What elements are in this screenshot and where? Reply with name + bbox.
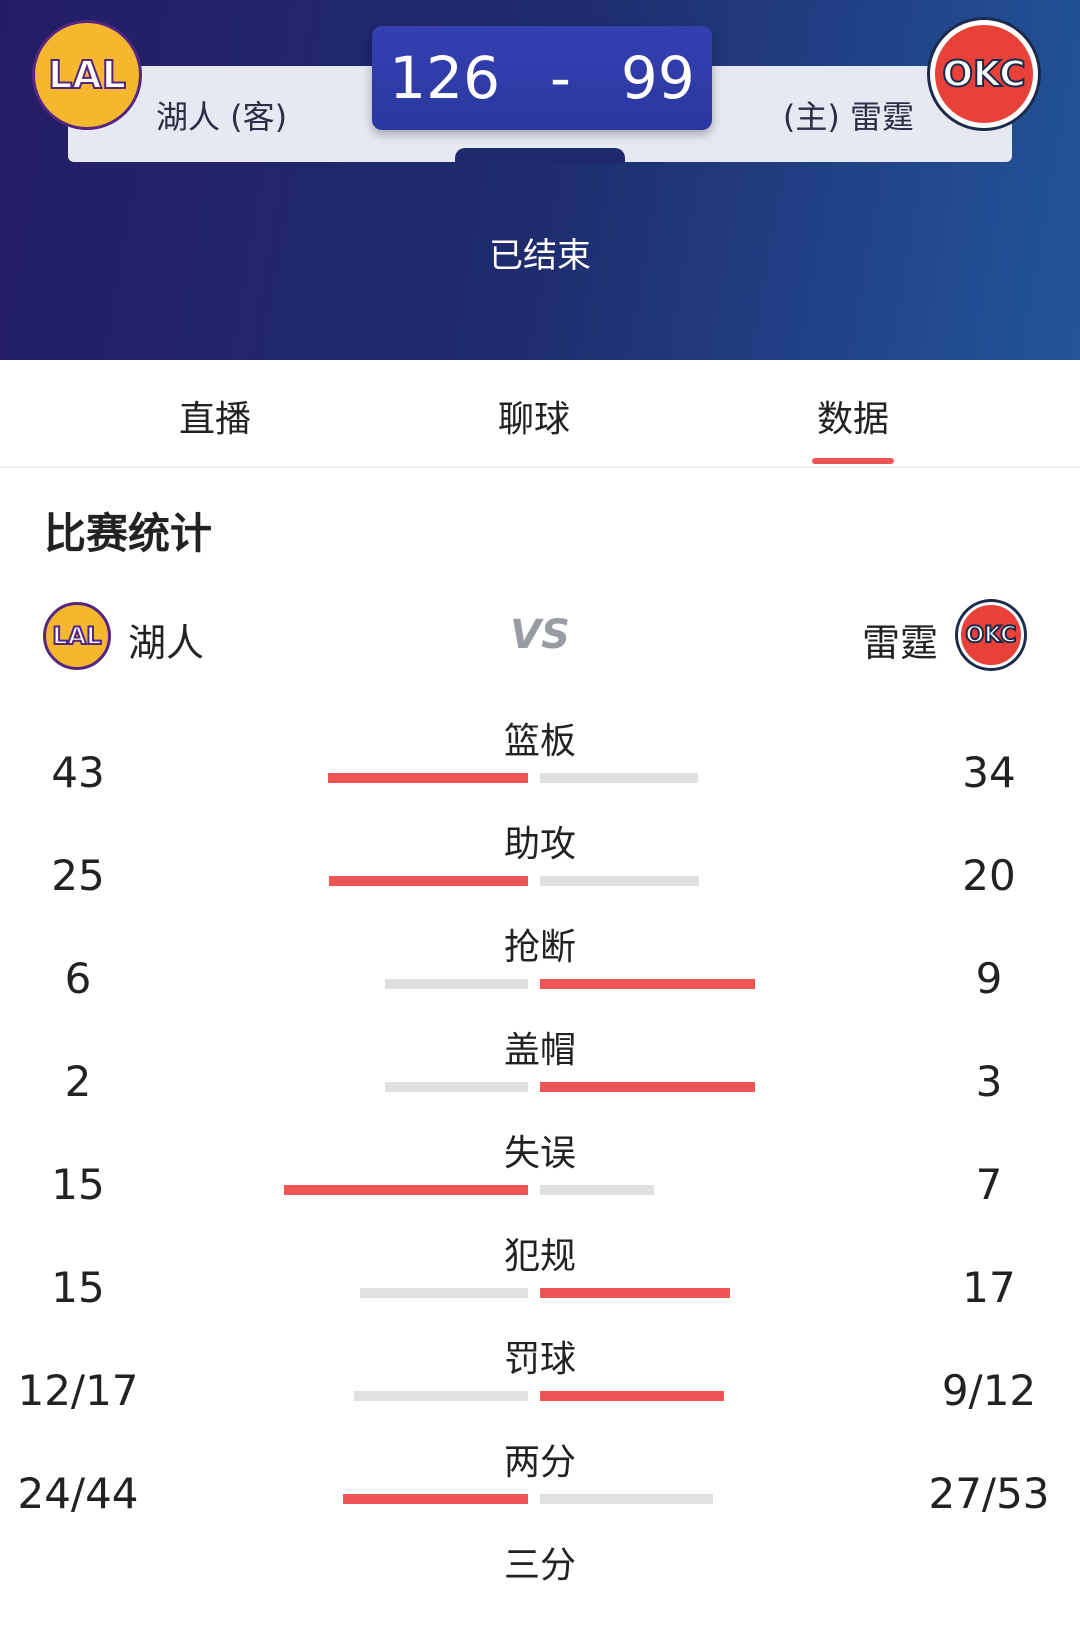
home-value: 3: [975, 1057, 1003, 1106]
away-name: 湖人: [128, 621, 205, 665]
stat-row: 两分 24/44 27/53: [0, 1433, 1080, 1533]
home-value: 20: [962, 851, 1016, 900]
stat-label: 三分: [503, 1545, 576, 1586]
home-value: 7: [975, 1160, 1003, 1209]
home-bar: [540, 876, 700, 886]
stat-label: 罚球: [503, 1339, 576, 1380]
lakers-logo: LAL: [32, 20, 142, 130]
score-separator: -: [549, 44, 571, 112]
away-bar: [360, 1288, 528, 1298]
stat-row: 助攻 25 20: [0, 815, 1080, 915]
away-bar: [329, 876, 528, 886]
home-bar: [540, 979, 755, 989]
tab-live[interactable]: 直播: [178, 399, 251, 440]
vs-label: VS: [510, 612, 570, 658]
section-title: 比赛统计: [44, 509, 213, 558]
away-bar: [384, 979, 528, 989]
stat-label: 犯规: [503, 1236, 576, 1277]
stat-label: 篮板: [503, 721, 576, 762]
lakers-logo-small: LAL: [43, 602, 111, 670]
away-value: 24/44: [17, 1469, 139, 1518]
away-value: 2: [64, 1057, 92, 1106]
stat-row: 三分: [0, 1536, 1080, 1636]
home-bar: [540, 1391, 725, 1401]
away-bar: [283, 1185, 528, 1195]
home-value: 9/12: [941, 1366, 1037, 1415]
scoreboard: 126 - 99: [372, 26, 712, 130]
home-bar: [540, 1082, 755, 1092]
away-team-name: 湖人 (客): [156, 98, 288, 136]
stat-label: 失误: [503, 1133, 576, 1174]
match-header: LAL 湖人 (客) (主) 雷霆 OKC 126 - 99 已结束: [0, 0, 1080, 360]
match-status: 已结束: [489, 236, 591, 276]
stat-label: 抢断: [503, 927, 576, 968]
thunder-logo-small: OKC: [958, 602, 1024, 668]
home-name: 雷霆: [861, 621, 938, 665]
home-team-name: (主) 雷霆: [782, 98, 914, 136]
home-value: 9: [975, 954, 1003, 1003]
stat-row: 篮板 43 34: [0, 712, 1080, 812]
tab-chat[interactable]: 聊球: [497, 399, 570, 440]
stat-label: 助攻: [503, 824, 576, 865]
away-bar: [384, 1082, 528, 1092]
away-value: 25: [51, 851, 105, 900]
stat-row: 犯规 15 17: [0, 1227, 1080, 1327]
away-value: 15: [51, 1263, 105, 1312]
home-value: 34: [962, 748, 1016, 797]
stat-row: 罚球 12/17 9/12: [0, 1330, 1080, 1430]
home-bar: [540, 1288, 731, 1298]
away-bar: [354, 1391, 528, 1401]
home-value: 17: [962, 1263, 1016, 1312]
home-value: 27/53: [928, 1469, 1050, 1518]
home-bar: [540, 1494, 713, 1504]
away-value: 12/17: [17, 1366, 139, 1415]
away-score: 126: [389, 44, 500, 112]
home-score: 99: [620, 44, 695, 112]
home-bar: [540, 773, 699, 783]
away-bar: [342, 1494, 528, 1504]
stat-row: 盖帽 2 3: [0, 1021, 1080, 1121]
thunder-logo: OKC: [930, 20, 1038, 128]
stat-row: 抢断 6 9: [0, 918, 1080, 1018]
away-value: 15: [51, 1160, 105, 1209]
stat-row: 失误 15 7: [0, 1124, 1080, 1224]
away-value: 43: [51, 748, 105, 797]
active-tab-indicator: [812, 458, 894, 464]
stat-label: 盖帽: [503, 1030, 576, 1071]
home-bar: [540, 1185, 654, 1195]
stat-label: 两分: [503, 1442, 576, 1483]
tab-stats[interactable]: 数据: [816, 399, 889, 440]
away-bar: [328, 773, 528, 783]
tab-bar: 直播 聊球 数据: [0, 360, 1080, 468]
away-value: 6: [64, 954, 92, 1003]
plate-notch: [455, 148, 625, 164]
